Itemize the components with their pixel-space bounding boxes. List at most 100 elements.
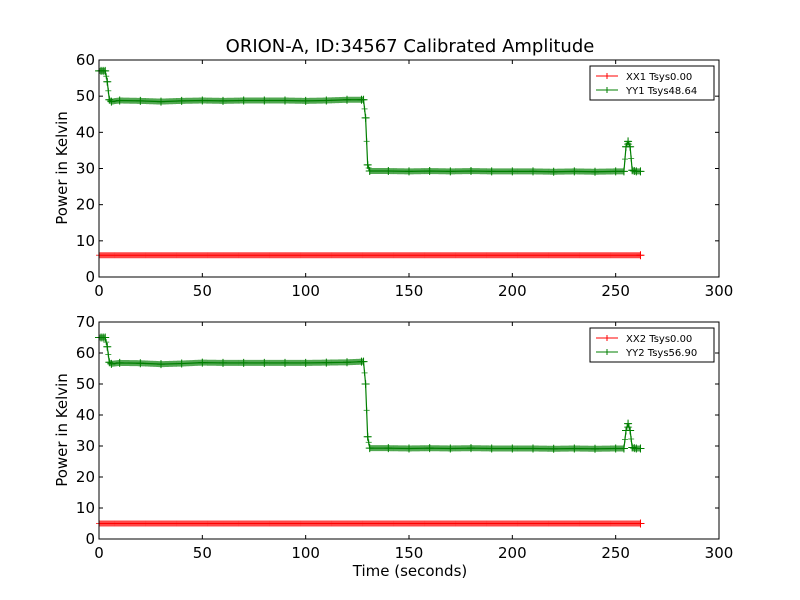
bottom-series-1-point-34 [591, 444, 599, 453]
bottom-series-1-point-32 [549, 444, 558, 453]
bottom-series-1-point-20 [359, 357, 368, 366]
bottom-series-1-point-23 [365, 444, 374, 453]
top-xtick-label-4: 200 [498, 282, 527, 300]
top-series-1-point-34 [591, 167, 599, 176]
bottom-series-1-point-5 [105, 358, 114, 367]
top-series-1-point-29 [487, 167, 496, 176]
bottom-ylabel: Power in Kelvin [53, 373, 71, 487]
top-series-1-point-20 [359, 95, 368, 104]
bottom-series-1-point-24 [384, 444, 393, 453]
bottom-series-1-point-17 [322, 358, 331, 367]
top-series-1-point-36 [619, 167, 628, 176]
top-series-1-point-24 [384, 167, 393, 176]
bottom-series-1-point-12 [219, 358, 227, 367]
bottom-ytick-label-3: 30 [76, 437, 95, 455]
top-ylabel: Power in Kelvin [53, 111, 71, 225]
top-ytick-label-2: 20 [76, 196, 95, 214]
bottom-series-1-point-28 [467, 444, 475, 453]
top-series-1-point-33 [570, 167, 579, 176]
top-ytick-label-1: 10 [76, 232, 95, 250]
top-xtick-label-5: 250 [601, 282, 630, 300]
top-series-0-markers [96, 252, 644, 259]
top-xtick-label-0: 0 [94, 282, 104, 300]
bottom-ytick-label-6: 60 [76, 344, 95, 362]
top-ytick-label-0: 0 [85, 268, 95, 286]
bottom-series-1-point-31 [529, 444, 537, 453]
bottom-series-1-point-29 [487, 444, 496, 453]
top-series-1-point-40 [628, 166, 637, 175]
bottom-series-1-point-7 [115, 358, 124, 367]
bottom-series-1-point-43 [636, 444, 645, 453]
bottom-series-0-markers [96, 520, 644, 527]
bottom-series-1-point-21 [361, 380, 370, 388]
top-ytick-label-4: 40 [76, 123, 95, 141]
top-series-1-point-5 [105, 95, 114, 104]
bottom-series-1-point-30 [508, 444, 517, 453]
bottom-series-1-point-13 [239, 358, 248, 367]
bottom-legend-label-0: XX2 Tsys0.00 [626, 334, 692, 345]
bottom-ytick-label-2: 20 [76, 468, 95, 486]
top-series-1-point-8 [136, 96, 145, 105]
top-series-1-point-6 [107, 97, 116, 106]
bottom-series-1-point-8 [136, 359, 145, 368]
top-legend: XX1 Tsys0.00 YY1 Tsys48.64 [589, 65, 715, 101]
top-series-1-point-16 [301, 96, 310, 105]
bottom-ytick-label-4: 40 [76, 406, 95, 424]
chart-title: ORION-A, ID:34567 Calibrated Amplitude [226, 36, 595, 57]
bottom-legend-label-1: YY2 Tsys56.90 [625, 348, 697, 359]
bottom-legend-marker-1 [604, 349, 610, 355]
bottom-legend: XX2 Tsys0.00 YY2 Tsys56.90 [589, 327, 715, 363]
bottom-legend-box [589, 327, 715, 363]
top-series-1-point-35 [611, 167, 620, 176]
bottom-series-1-point-27 [446, 444, 455, 453]
top-ytick-label-5: 50 [76, 87, 95, 105]
bottom-plot-ticks: 0 50 100 150 200 250 300 0 10 20 30 40 50 60 70 [76, 313, 733, 562]
top-series-1-point-30 [508, 167, 517, 176]
bottom-series-1-point-36 [619, 444, 628, 453]
bottom-xtick-label-1: 50 [193, 544, 212, 562]
top-series-1-point-11 [198, 96, 207, 105]
bottom-series-1-point-4 [103, 342, 112, 351]
bottom-series-1-point-16 [301, 358, 310, 367]
top-legend-marker-0 [604, 73, 610, 79]
top-series-1-point-12 [219, 96, 227, 105]
top-series-1-point-10 [177, 96, 186, 105]
bottom-ytick-label-7: 70 [76, 313, 95, 331]
top-series-1-point-31 [529, 167, 537, 176]
bottom-xtick-label-0: 0 [94, 544, 104, 562]
bottom-ytick-label-1: 10 [76, 499, 95, 517]
bottom-series-1-point-26 [425, 444, 434, 453]
top-series-1-point-43 [636, 167, 645, 176]
top-series-1-point-38 [624, 137, 633, 146]
bottom-series-1-point-38 [624, 419, 633, 428]
top-legend-marker-1 [604, 87, 610, 93]
bottom-ytick-label-0: 0 [85, 530, 95, 548]
top-plot-ticks: 0 50 100 150 200 250 300 0 10 20 30 40 50 60 [76, 51, 733, 300]
bottom-series-1-point-22 [363, 432, 372, 441]
top-series-1-point-25 [405, 167, 413, 176]
top-xtick-label-3: 150 [395, 282, 424, 300]
bottom-series-1-point-3 [101, 333, 110, 342]
bottom-series-1-point-9 [157, 360, 165, 369]
top-series-1-point-17 [322, 96, 331, 105]
top-ytick-label-6: 60 [76, 51, 95, 69]
top-xtick-label-2: 100 [291, 282, 320, 300]
bottom-series-1-point-33 [570, 444, 579, 453]
bottom-xtick-label-4: 200 [498, 544, 527, 562]
top-series-1-point-13 [239, 96, 248, 105]
top-series-1-point-28 [467, 167, 475, 176]
top-legend-box [589, 65, 715, 101]
top-ytick-label-3: 30 [76, 160, 95, 178]
bottom-series-1-point-39 [626, 426, 635, 435]
bottom-series-1-point-40 [628, 443, 637, 452]
top-legend-label-0: XX1 Tsys0.00 [626, 72, 692, 83]
top-series-1-point-4 [103, 77, 112, 86]
top-series-1-point-21 [361, 113, 370, 122]
top-series-1-point-26 [425, 167, 434, 176]
bottom-series-1-point-15 [281, 358, 289, 367]
bottom-xlabel: Time (seconds) [352, 562, 468, 580]
top-series-1-point-27 [446, 167, 455, 176]
bottom-series-1-point-11 [198, 358, 207, 367]
top-series-1-point-7 [115, 96, 124, 105]
